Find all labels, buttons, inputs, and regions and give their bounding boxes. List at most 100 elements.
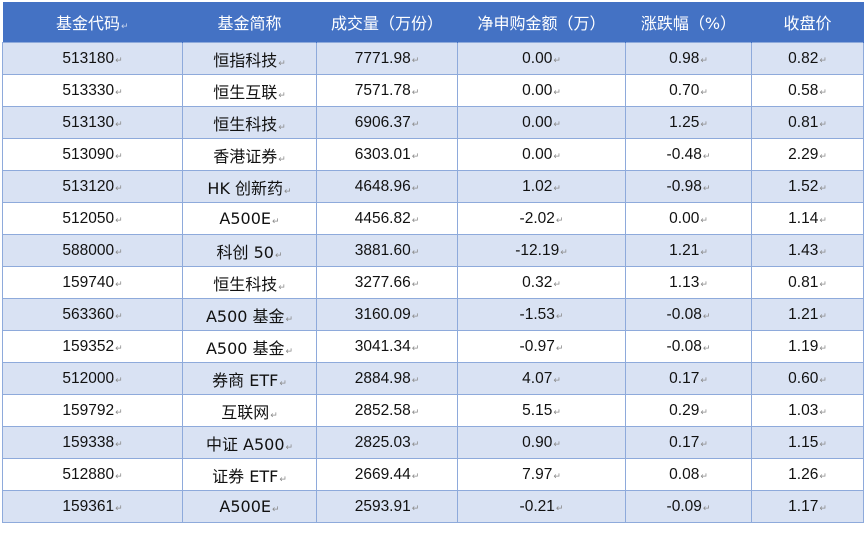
cell-fund-code-value: 563360 xyxy=(62,305,115,323)
cell-fund-name: 恒生科技↵ xyxy=(182,266,317,299)
cell-volume-value: 3881.60 xyxy=(354,241,411,259)
paragraph-mark: ↵ xyxy=(278,282,286,293)
paragraph-mark: ↵ xyxy=(702,310,711,321)
cell-net-purchase-value: 1.02 xyxy=(522,177,553,195)
cell-net-purchase: -1.53↵ xyxy=(457,298,626,331)
cell-net-purchase-value: -1.53 xyxy=(519,305,555,323)
table-row: 513330↵ 恒生互联↵ 7571.78↵ 0.00↵ 0.70↵ 0.58↵ xyxy=(2,74,864,107)
cell-net-purchase-value: -0.97 xyxy=(519,337,555,355)
cell-fund-name-value: 券商 ETF xyxy=(212,370,279,390)
paragraph-mark: ↵ xyxy=(700,246,708,257)
paragraph-mark: ↵ xyxy=(411,406,420,417)
cell-fund-name: 证券 ETF↵ xyxy=(182,458,317,491)
cell-fund-name-value: A500E xyxy=(219,209,272,228)
paragraph-mark: ↵ xyxy=(272,217,280,227)
cell-net-purchase-value: -12.19 xyxy=(515,241,560,259)
cell-fund-code: 513180↵ xyxy=(2,42,183,75)
cell-change-pct: 0.17↵ xyxy=(625,426,752,459)
cell-volume: 7771.98↵ xyxy=(316,42,458,75)
paragraph-mark: ↵ xyxy=(819,406,827,417)
cell-net-purchase-value: -0.21 xyxy=(519,497,555,515)
paragraph-mark: ↵ xyxy=(120,22,129,32)
paragraph-mark: ↵ xyxy=(115,374,123,385)
cell-close-price-value: 1.17 xyxy=(788,497,819,515)
cell-close-price-value: 2.29 xyxy=(788,145,819,163)
cell-volume: 2593.91↵ xyxy=(316,490,458,523)
paragraph-mark: ↵ xyxy=(115,342,123,353)
cell-volume-value: 3160.09 xyxy=(354,305,411,323)
cell-volume-value: 2884.98 xyxy=(354,369,411,387)
cell-volume: 3881.60↵ xyxy=(316,234,458,267)
paragraph-mark: ↵ xyxy=(555,214,564,225)
cell-fund-name-value: HK 创新药 xyxy=(207,178,284,198)
cell-change-pct-value: 0.00 xyxy=(669,209,700,227)
cell-fund-code: 588000↵ xyxy=(2,234,183,267)
cell-fund-code-value: 513120 xyxy=(62,177,115,195)
cell-fund-code: 513330↵ xyxy=(2,74,183,107)
cell-change-pct-value: -0.08 xyxy=(666,305,702,323)
cell-fund-name-value: 恒指科技 xyxy=(213,50,278,70)
cell-volume-value: 2593.91 xyxy=(354,497,411,515)
cell-fund-name: 恒生科技↵ xyxy=(182,106,317,139)
cell-fund-code-value: 159361 xyxy=(62,497,115,515)
cell-fund-code: 563360↵ xyxy=(2,298,183,331)
cell-fund-code-value: 513330 xyxy=(62,81,115,99)
paragraph-mark: ↵ xyxy=(700,374,708,385)
cell-fund-name-value: A500 基金 xyxy=(205,306,285,326)
cell-volume-value: 3277.66 xyxy=(354,273,411,291)
cell-change-pct: 1.25↵ xyxy=(625,106,752,139)
cell-volume-value: 7571.78 xyxy=(354,81,411,99)
paragraph-mark: ↵ xyxy=(819,278,827,289)
paragraph-mark: ↵ xyxy=(285,346,294,357)
cell-fund-code-value: 513090 xyxy=(62,145,115,163)
cell-close-price: 0.60↵ xyxy=(751,362,864,395)
paragraph-mark: ↵ xyxy=(700,54,708,65)
cell-change-pct-value: -0.08 xyxy=(666,337,702,355)
cell-volume-value: 7771.98 xyxy=(354,49,411,67)
cell-fund-name: 互联网↵ xyxy=(182,394,317,427)
header-volume: 成交量（万份） xyxy=(316,2,458,43)
paragraph-mark: ↵ xyxy=(819,86,827,97)
paragraph-mark: ↵ xyxy=(115,150,123,161)
cell-net-purchase-value: 0.00 xyxy=(522,49,553,67)
cell-close-price: 2.29↵ xyxy=(751,138,864,171)
paragraph-mark: ↵ xyxy=(115,246,123,257)
cell-fund-code: 513130↵ xyxy=(2,106,183,139)
paragraph-mark: ↵ xyxy=(702,182,711,193)
cell-fund-name: A500 基金↵ xyxy=(182,298,317,331)
paragraph-mark: ↵ xyxy=(553,86,561,97)
cell-net-purchase: 4.07↵ xyxy=(457,362,626,395)
paragraph-mark: ↵ xyxy=(115,502,123,513)
cell-net-purchase: 0.00↵ xyxy=(457,138,626,171)
table-row: 588000↵ 科创 50↵ 3881.60↵ -12.19↵ 1.21↵ 1.43↵ xyxy=(2,234,864,267)
cell-change-pct-value: 0.98 xyxy=(669,49,700,67)
table-row: 513090↵ 香港证券↵ 6303.01↵ 0.00↵ -0.48↵ 2.29↵ xyxy=(2,138,864,171)
cell-fund-code-value: 159740 xyxy=(62,273,115,291)
cell-change-pct: -0.08↵ xyxy=(625,298,752,331)
paragraph-mark: ↵ xyxy=(819,150,827,161)
cell-change-pct: 0.70↵ xyxy=(625,74,752,107)
cell-fund-name-value: A500 基金 xyxy=(205,338,285,358)
paragraph-mark: ↵ xyxy=(553,374,561,385)
cell-change-pct-value: -0.48 xyxy=(666,145,702,163)
paragraph-mark: ↵ xyxy=(270,410,278,421)
paragraph-mark: ↵ xyxy=(819,502,827,513)
cell-fund-code: 512000↵ xyxy=(2,362,183,395)
cell-change-pct-value: -0.09 xyxy=(666,497,702,515)
cell-close-price: 1.19↵ xyxy=(751,330,864,363)
cell-net-purchase: 0.00↵ xyxy=(457,74,626,107)
table-body: 513180↵ 恒指科技↵ 7771.98↵ 0.00↵ 0.98↵ 0.82↵ 51333… xyxy=(2,42,864,523)
header-net-purchase: 净申购金额（万） xyxy=(457,2,626,43)
cell-change-pct: -0.09↵ xyxy=(625,490,752,523)
paragraph-mark: ↵ xyxy=(411,182,420,193)
cell-fund-code-value: 159792 xyxy=(62,401,115,419)
cell-net-purchase: 0.90↵ xyxy=(457,426,626,459)
cell-change-pct: 1.21↵ xyxy=(625,234,752,267)
cell-change-pct-value: 1.25 xyxy=(669,113,700,131)
cell-volume: 2884.98↵ xyxy=(316,362,458,395)
paragraph-mark: ↵ xyxy=(411,374,420,385)
cell-net-purchase: -12.19↵ xyxy=(457,234,626,267)
paragraph-mark: ↵ xyxy=(115,470,123,481)
cell-fund-name-value: 恒生互联 xyxy=(213,82,278,102)
paragraph-mark: ↵ xyxy=(285,442,294,453)
